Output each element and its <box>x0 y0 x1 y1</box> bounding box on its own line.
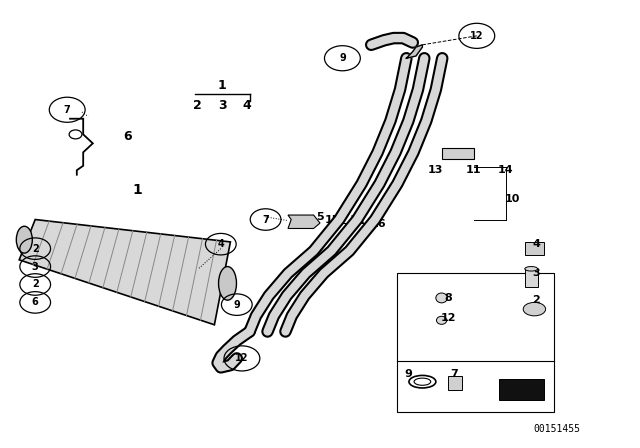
Text: 2: 2 <box>32 280 38 289</box>
Text: 2: 2 <box>193 99 202 112</box>
Ellipse shape <box>436 316 447 324</box>
Text: 16: 16 <box>371 219 387 229</box>
Text: 3: 3 <box>532 268 540 278</box>
Text: 1: 1 <box>218 78 227 92</box>
Text: 3: 3 <box>218 99 227 112</box>
Text: 7: 7 <box>64 105 70 115</box>
Ellipse shape <box>436 293 447 303</box>
Text: 2: 2 <box>32 244 38 254</box>
Ellipse shape <box>525 267 538 271</box>
Polygon shape <box>19 220 230 325</box>
Text: 9: 9 <box>404 369 412 379</box>
Text: 6: 6 <box>32 297 38 307</box>
Text: 10: 10 <box>504 194 520 204</box>
Text: 2: 2 <box>532 295 540 305</box>
Ellipse shape <box>414 378 431 385</box>
Bar <box>499 379 544 400</box>
Text: 9: 9 <box>339 53 346 63</box>
Text: 12: 12 <box>470 31 484 41</box>
Text: 4: 4 <box>218 239 224 249</box>
Bar <box>525 242 544 255</box>
Bar <box>525 269 538 287</box>
Ellipse shape <box>17 226 32 253</box>
Text: 12: 12 <box>440 313 456 323</box>
Text: 3: 3 <box>32 262 38 271</box>
Text: 9: 9 <box>234 300 240 310</box>
Text: 7: 7 <box>262 215 269 224</box>
Text: 11: 11 <box>466 165 481 175</box>
Polygon shape <box>288 215 320 228</box>
Ellipse shape <box>523 302 545 316</box>
Text: 8: 8 <box>444 293 452 303</box>
Text: 7: 7 <box>451 369 458 379</box>
Text: 6: 6 <box>124 130 132 143</box>
Ellipse shape <box>219 267 237 300</box>
Text: 11: 11 <box>349 215 365 224</box>
Bar <box>448 376 462 390</box>
Text: 4: 4 <box>532 239 540 249</box>
Text: 12: 12 <box>235 353 249 363</box>
Text: 13: 13 <box>428 165 443 175</box>
Text: 1: 1 <box>132 183 143 198</box>
Text: 4: 4 <box>243 99 252 112</box>
Text: 5: 5 <box>316 212 324 222</box>
Polygon shape <box>406 45 422 58</box>
Bar <box>397 273 554 412</box>
Text: 15: 15 <box>325 215 340 224</box>
Polygon shape <box>442 148 474 159</box>
Text: 00151455: 00151455 <box>533 424 580 434</box>
Text: 14: 14 <box>498 165 513 175</box>
Ellipse shape <box>409 375 436 388</box>
